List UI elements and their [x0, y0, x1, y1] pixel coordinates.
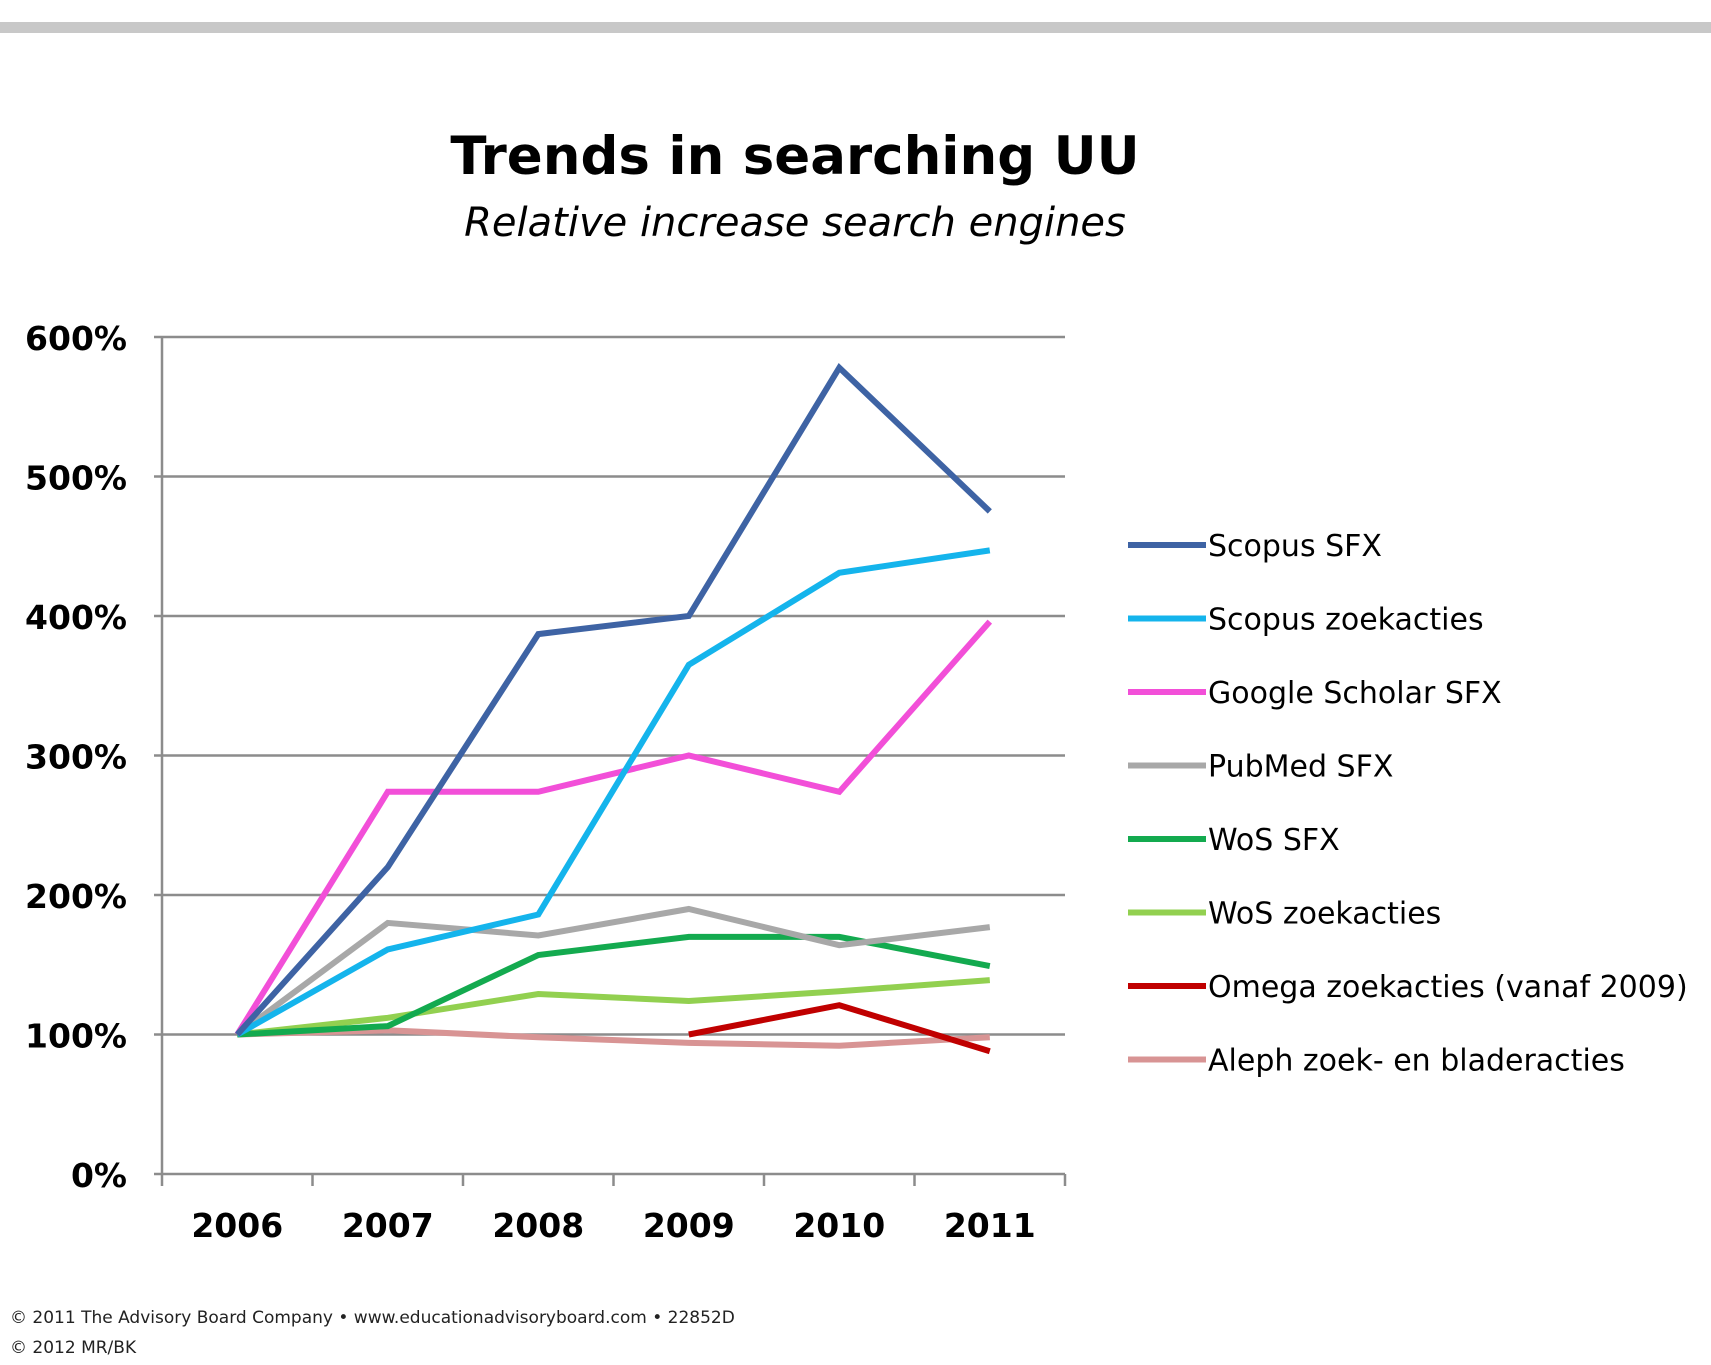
x-tick-label-2009: 2009 — [643, 1206, 735, 1245]
legend-label-omega-zoekacties-vanaf-2009: Omega zoekacties (vanaf 2009) — [1208, 970, 1688, 1005]
y-tick-label-0: 0% — [71, 1156, 127, 1195]
legend-label-aleph-zoek-en-bladeracties: Aleph zoek- en bladeracties — [1208, 1044, 1625, 1079]
y-tick-label-100: 100% — [25, 1017, 127, 1056]
x-tick-label-2007: 2007 — [342, 1206, 434, 1245]
series-line-omega-zoekacties-vanaf-2009 — [688, 1002, 991, 1055]
y-tick-label-500: 500% — [25, 459, 127, 498]
series-line-pubmed-sfx — [235, 905, 991, 1037]
footer-credit: © 2012 MR/BK — [10, 1338, 137, 1358]
footer-copyright: © 2011 The Advisory Board Company • www.… — [10, 1308, 735, 1328]
series-line-scopus-sfx — [235, 362, 992, 1037]
x-tick-label-2011: 2011 — [944, 1206, 1036, 1245]
legend-label-pubmed-sfx: PubMed SFX — [1208, 750, 1393, 785]
series-line-scopus-zoekacties — [235, 547, 991, 1038]
legend-label-google-scholar-sfx: Google Scholar SFX — [1208, 676, 1502, 711]
slide-title: Trends in searching UU — [450, 126, 1140, 187]
x-tick-label-2006: 2006 — [191, 1206, 283, 1245]
x-tick-label-2010: 2010 — [793, 1206, 885, 1245]
top-divider-bar — [0, 22, 1711, 33]
y-tick-label-300: 300% — [25, 738, 127, 777]
series-line-aleph-zoek-en-bladeracties — [237, 1027, 990, 1049]
y-tick-label-400: 400% — [25, 598, 127, 637]
legend-label-scopus-zoekacties: Scopus zoekacties — [1208, 603, 1484, 638]
legend-label-scopus-sfx: Scopus SFX — [1208, 529, 1382, 564]
slide-subtitle: Relative increase search engines — [464, 200, 1126, 246]
legend-label-wos-zoekacties: WoS zoekacties — [1208, 897, 1441, 932]
series-line-google-scholar-sfx — [234, 619, 993, 1037]
y-tick-label-200: 200% — [25, 877, 127, 916]
x-tick-label-2008: 2008 — [492, 1206, 584, 1245]
series-line-wos-zoekacties — [236, 977, 991, 1038]
y-tick-label-600: 600% — [25, 319, 127, 358]
legend-label-wos-sfx: WoS SFX — [1208, 823, 1340, 858]
